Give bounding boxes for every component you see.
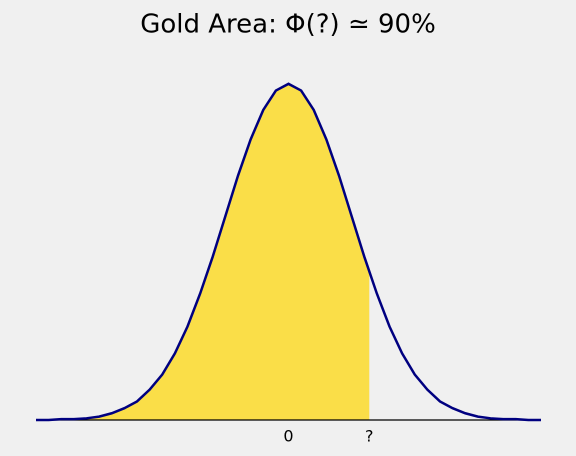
shaded-area — [36, 83, 370, 420]
x-tick-label: ? — [365, 427, 374, 446]
density-curve — [36, 82, 541, 422]
x-tick-label: 0 — [283, 427, 293, 446]
chart-title: Gold Area: Φ(?) ≃ 90% — [140, 10, 436, 40]
